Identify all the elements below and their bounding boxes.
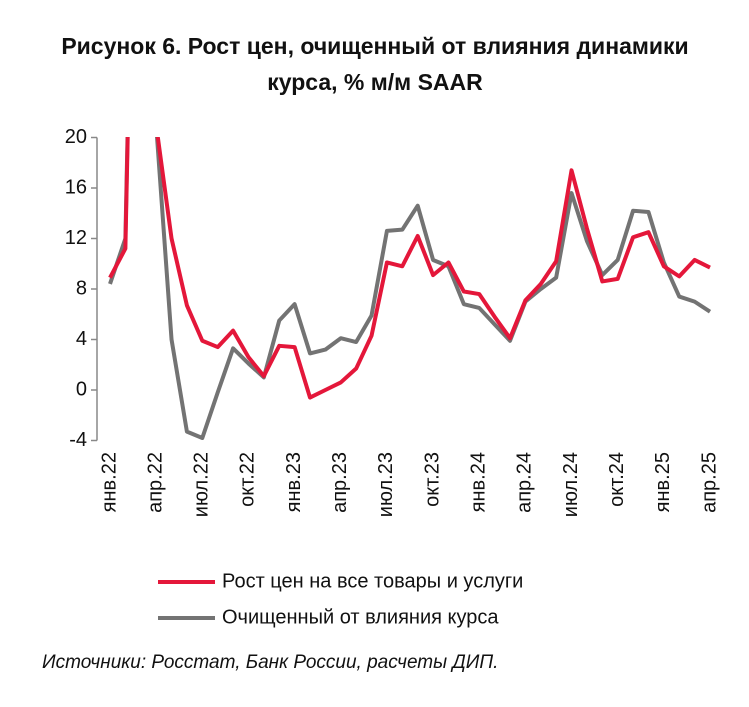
y-tick-label: 16 [65,176,87,198]
x-tick-label: апр.24 [514,452,536,513]
x-tick-label: июл.22 [191,452,213,517]
y-tick-label: 8 [76,277,87,299]
series-line [108,137,712,440]
chart-title: Рисунок 6. Рост цен, очищенный от влияни… [61,33,689,95]
y-tick-label: 20 [65,126,87,148]
x-tick-label: янв.25 [652,452,674,512]
x-tick-label: янв.22 [98,452,120,512]
x-tick-label: окт.23 [421,452,443,507]
y-tick-label: -4 [69,429,87,451]
x-tick-label: апр.23 [329,452,351,513]
y-tick-label: 0 [76,378,87,400]
source-note: Источники: Росстат, Банк России, расчеты… [42,652,499,673]
x-tick-label: окт.22 [237,452,259,507]
x-tick-label: окт.24 [606,452,628,507]
x-tick-label: июл.23 [375,452,397,517]
x-tick-label: янв.24 [468,452,490,512]
x-tick-label: июл.24 [560,452,582,517]
series-line [108,137,711,400]
y-tick-label: 4 [76,328,87,350]
x-tick-label: янв.23 [283,452,305,512]
x-tick-label: апр.22 [144,452,166,513]
legend-label: Рост цен на все товары и услуги [222,570,523,592]
legend-label: Очищенный от влияния курса [222,606,499,628]
y-tick-label: 12 [65,227,87,249]
x-tick-label: апр.25 [698,452,720,513]
